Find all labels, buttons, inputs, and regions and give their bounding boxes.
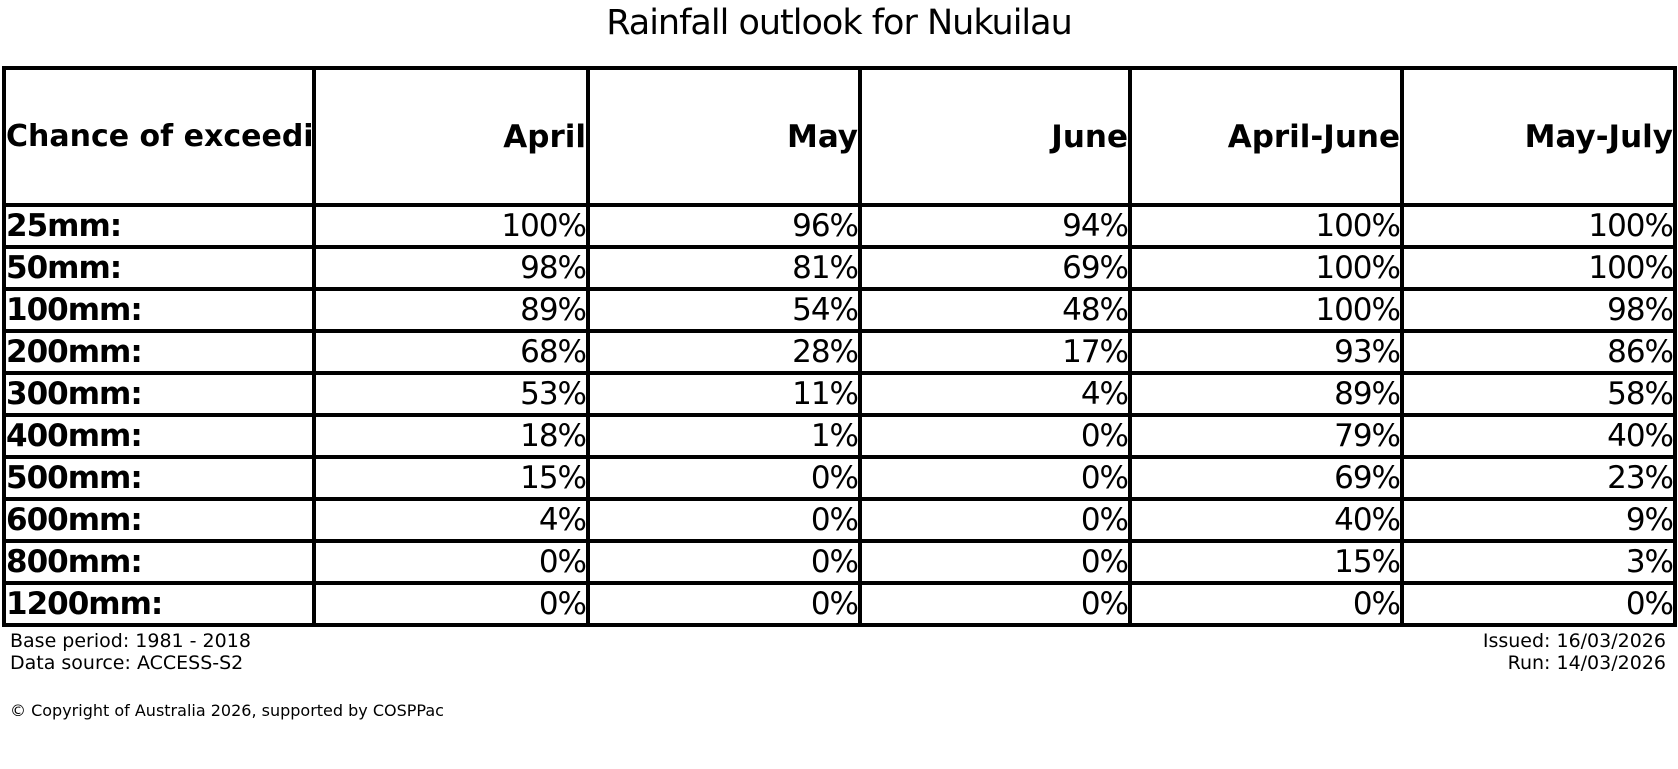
cell-value: 0% bbox=[858, 413, 1132, 459]
footer-left-block: Base period: 1981 - 2018 Data source: AC… bbox=[10, 630, 251, 674]
cell-value: 1% bbox=[586, 413, 862, 459]
threshold-label: 300mm: bbox=[2, 371, 316, 417]
data-source-text: Data source: ACCESS-S2 bbox=[10, 652, 244, 674]
cell-value: 89% bbox=[1128, 371, 1404, 417]
cell-value: 0% bbox=[586, 455, 862, 501]
cell-value: 94% bbox=[858, 203, 1132, 249]
cell-value: 23% bbox=[1400, 455, 1677, 501]
cell-value: 93% bbox=[1128, 329, 1404, 375]
table-row: 800mm: 0% 0% 0% 15% 3% bbox=[2, 539, 1677, 585]
cell-value: 9% bbox=[1400, 497, 1677, 543]
cell-value: 0% bbox=[312, 581, 590, 627]
cell-value: 18% bbox=[312, 413, 590, 459]
table-row: 1200mm: 0% 0% 0% 0% 0% bbox=[2, 581, 1677, 627]
cell-value: 69% bbox=[858, 245, 1132, 291]
threshold-label: 600mm: bbox=[2, 497, 316, 543]
cell-value: 0% bbox=[858, 539, 1132, 585]
cell-value: 86% bbox=[1400, 329, 1677, 375]
cell-value: 100% bbox=[1128, 287, 1404, 333]
issued-date-text: Issued: 16/03/2026 bbox=[1482, 630, 1666, 652]
cell-value: 100% bbox=[312, 203, 590, 249]
threshold-label: 25mm: bbox=[2, 203, 316, 249]
column-header-april-june: April-June bbox=[1128, 66, 1404, 207]
cell-value: 79% bbox=[1128, 413, 1404, 459]
rainfall-outlook-table: Chance of exceeding a threshold: April M… bbox=[2, 66, 1677, 627]
cell-value: 15% bbox=[1128, 539, 1404, 585]
cell-value: 58% bbox=[1400, 371, 1677, 417]
cell-value: 48% bbox=[858, 287, 1132, 333]
threshold-label: 50mm: bbox=[2, 245, 316, 291]
row-header-label: Chance of exceeding a threshold: bbox=[2, 66, 316, 207]
cell-value: 98% bbox=[1400, 287, 1677, 333]
cell-value: 69% bbox=[1128, 455, 1404, 501]
cell-value: 4% bbox=[858, 371, 1132, 417]
cell-value: 98% bbox=[312, 245, 590, 291]
cell-value: 4% bbox=[312, 497, 590, 543]
table-row: 100mm: 89% 54% 48% 100% 98% bbox=[2, 287, 1677, 333]
table-row: 200mm: 68% 28% 17% 93% 86% bbox=[2, 329, 1677, 375]
cell-value: 40% bbox=[1128, 497, 1404, 543]
run-date-text: Run: 14/03/2026 bbox=[1507, 652, 1666, 674]
table-row: 300mm: 53% 11% 4% 89% 58% bbox=[2, 371, 1677, 417]
cell-value: 100% bbox=[1400, 203, 1677, 249]
column-header-may: May bbox=[586, 66, 862, 207]
cell-value: 0% bbox=[586, 539, 862, 585]
column-header-june: June bbox=[858, 66, 1132, 207]
cell-value: 100% bbox=[1400, 245, 1677, 291]
column-header-april: April bbox=[312, 66, 590, 207]
cell-value: 17% bbox=[858, 329, 1132, 375]
table-row: 50mm: 98% 81% 69% 100% 100% bbox=[2, 245, 1677, 291]
copyright-text: © Copyright of Australia 2026, supported… bbox=[10, 701, 444, 720]
cell-value: 15% bbox=[312, 455, 590, 501]
cell-value: 11% bbox=[586, 371, 862, 417]
cell-value: 100% bbox=[1128, 203, 1404, 249]
threshold-label: 200mm: bbox=[2, 329, 316, 375]
table-row: 600mm: 4% 0% 0% 40% 9% bbox=[2, 497, 1677, 543]
cell-value: 68% bbox=[312, 329, 590, 375]
table-row: 500mm: 15% 0% 0% 69% 23% bbox=[2, 455, 1677, 501]
cell-value: 54% bbox=[586, 287, 862, 333]
threshold-label: 1200mm: bbox=[2, 581, 316, 627]
cell-value: 0% bbox=[858, 497, 1132, 543]
cell-value: 0% bbox=[858, 455, 1132, 501]
table-row: 400mm: 18% 1% 0% 79% 40% bbox=[2, 413, 1677, 459]
cell-value: 96% bbox=[586, 203, 862, 249]
cell-value: 0% bbox=[1128, 581, 1404, 627]
cell-value: 40% bbox=[1400, 413, 1677, 459]
cell-value: 81% bbox=[586, 245, 862, 291]
cell-value: 0% bbox=[858, 581, 1132, 627]
footer-right-block: Issued: 16/03/2026 Run: 14/03/2026 bbox=[1483, 630, 1666, 674]
cell-value: 0% bbox=[312, 539, 590, 585]
column-header-may-july: May-July bbox=[1400, 66, 1677, 207]
cell-value: 28% bbox=[586, 329, 862, 375]
cell-value: 0% bbox=[586, 497, 862, 543]
cell-value: 53% bbox=[312, 371, 590, 417]
cell-value: 0% bbox=[1400, 581, 1677, 627]
threshold-label: 100mm: bbox=[2, 287, 316, 333]
table-row: 25mm: 100% 96% 94% 100% 100% bbox=[2, 203, 1677, 249]
base-period-text: Base period: 1981 - 2018 bbox=[10, 630, 251, 652]
page-title: Rainfall outlook for Nukuilau bbox=[606, 3, 1073, 43]
cell-value: 100% bbox=[1128, 245, 1404, 291]
threshold-label: 400mm: bbox=[2, 413, 316, 459]
cell-value: 3% bbox=[1400, 539, 1677, 585]
threshold-label: 500mm: bbox=[2, 455, 316, 501]
cell-value: 0% bbox=[586, 581, 862, 627]
table-header-row: Chance of exceeding a threshold: April M… bbox=[2, 66, 1677, 207]
cell-value: 89% bbox=[312, 287, 590, 333]
threshold-label: 800mm: bbox=[2, 539, 316, 585]
